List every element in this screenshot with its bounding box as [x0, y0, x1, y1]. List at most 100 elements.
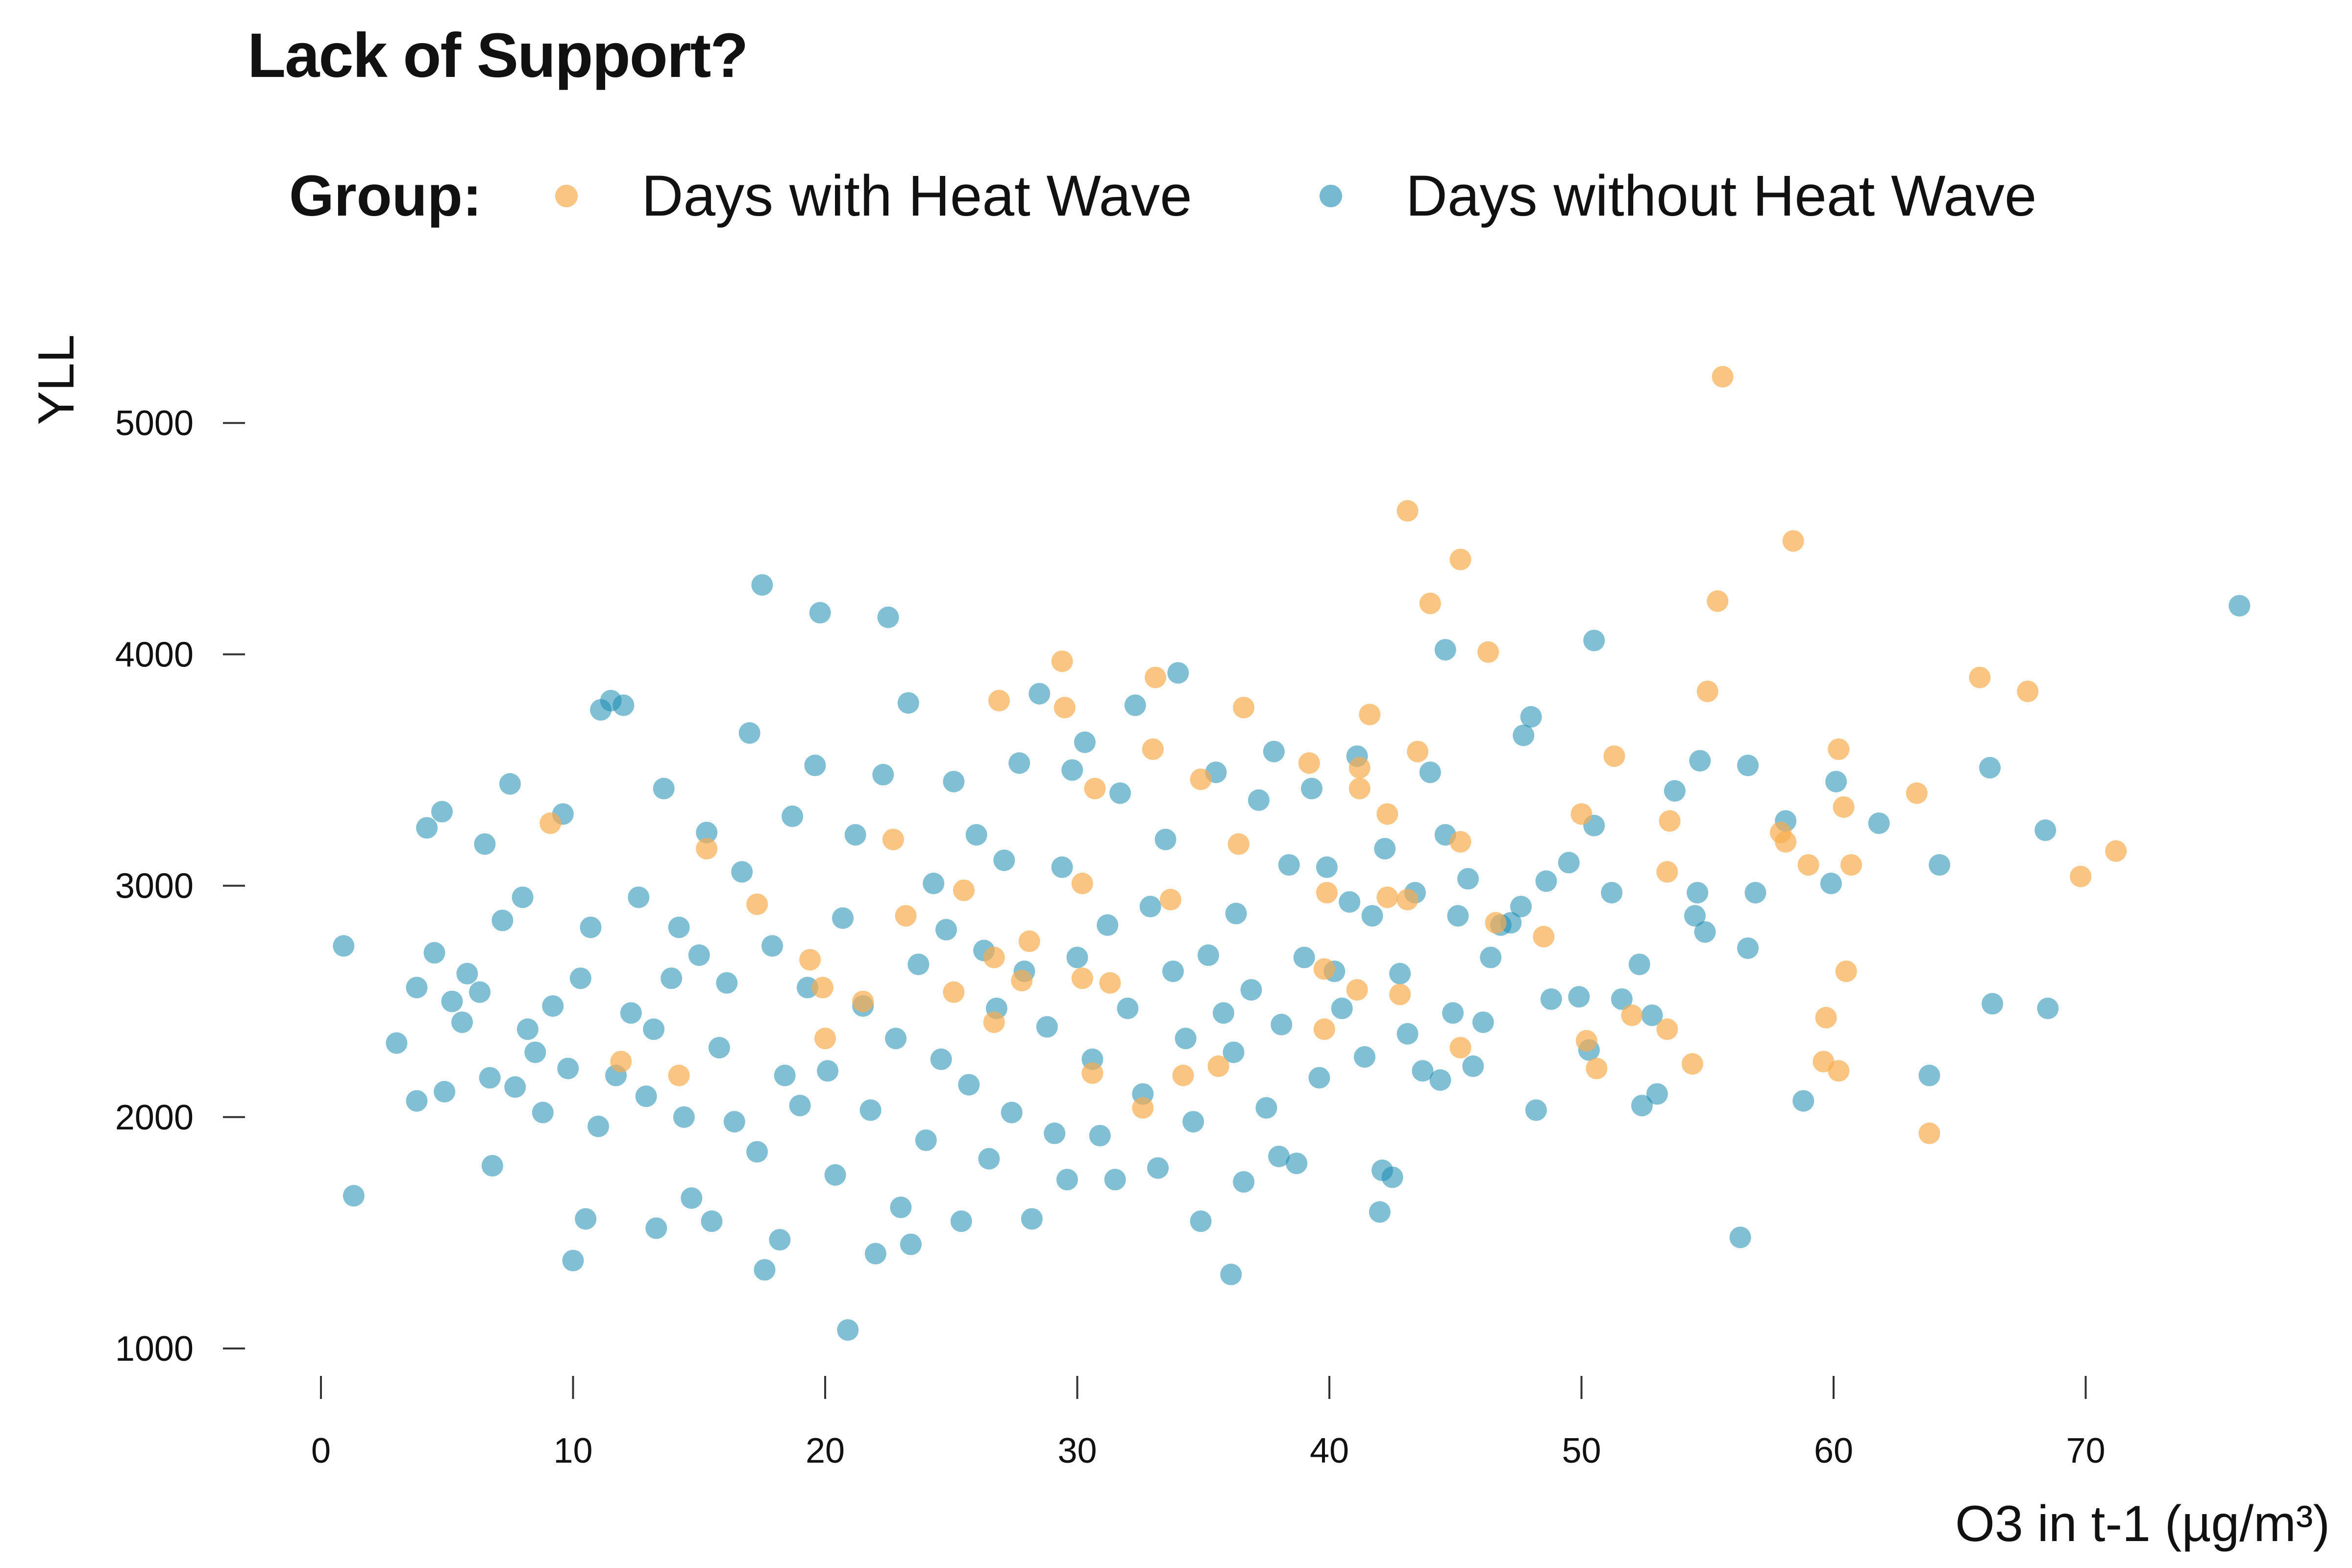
data-point — [930, 1048, 952, 1070]
data-point — [1190, 768, 1212, 790]
data-point — [1533, 926, 1555, 948]
data-point — [1389, 963, 1411, 984]
data-point — [1575, 1030, 1597, 1052]
data-point — [708, 1037, 730, 1059]
data-point — [864, 1243, 886, 1265]
data-point — [1132, 1097, 1154, 1119]
data-point — [1457, 868, 1479, 890]
data-point — [539, 812, 562, 834]
data-point — [1167, 662, 1189, 684]
data-point — [696, 838, 718, 859]
data-point — [814, 1028, 836, 1050]
data-point — [620, 1002, 642, 1024]
data-point — [811, 977, 833, 999]
data-point — [1286, 1152, 1308, 1175]
data-point — [1223, 1041, 1245, 1063]
data-point — [1359, 704, 1381, 726]
data-point — [569, 967, 591, 989]
data-point — [1449, 548, 1471, 570]
data-point — [900, 1233, 922, 1255]
data-point — [1396, 500, 1419, 522]
data-point — [1535, 870, 1557, 892]
data-point — [681, 1187, 703, 1209]
data-point — [1021, 1208, 1043, 1230]
data-point — [882, 829, 904, 851]
data-point — [799, 949, 821, 971]
legend-label-no-heat-wave: Days without Heat Wave — [1405, 164, 2037, 228]
data-point — [774, 1064, 796, 1086]
data-point — [1159, 888, 1181, 910]
data-point — [738, 722, 760, 744]
data-point — [1011, 970, 1033, 992]
data-point — [1348, 778, 1371, 800]
legend-title: Group: — [289, 164, 482, 228]
data-point — [824, 1164, 846, 1186]
data-point — [1036, 1016, 1058, 1038]
legend-item-no-heat-wave[interactable]: Days without Heat Wave — [1319, 163, 2037, 229]
x-tick-label: 20 — [806, 1431, 845, 1470]
data-point — [1656, 861, 1678, 883]
data-point — [1278, 854, 1300, 876]
data-point — [804, 755, 826, 777]
data-point — [1071, 967, 1093, 989]
data-point — [1198, 944, 1219, 966]
data-point — [1172, 1064, 1194, 1086]
data-point — [661, 967, 683, 989]
x-tick-label: 0 — [311, 1431, 331, 1470]
data-point — [1313, 958, 1335, 980]
data-point — [696, 822, 718, 843]
data-point — [1248, 789, 1270, 811]
data-point — [1737, 755, 1759, 777]
data-point — [1084, 778, 1106, 800]
data-point — [628, 886, 650, 908]
data-point — [1621, 1004, 1643, 1026]
data-point — [915, 1129, 937, 1151]
data-point — [516, 1018, 539, 1040]
data-point — [406, 977, 428, 999]
data-point — [1929, 854, 1951, 876]
data-point — [1969, 666, 1991, 688]
data-point — [1583, 630, 1605, 652]
legend-item-heat-wave[interactable]: Days with Heat Wave — [555, 163, 1192, 229]
data-point — [1449, 1037, 1471, 1059]
data-point — [1815, 1006, 1837, 1029]
data-point — [1268, 1146, 1290, 1168]
data-point — [761, 935, 783, 957]
y-axis: 1000 2000 3000 4000 5000 — [115, 404, 245, 1369]
data-point — [943, 771, 965, 793]
data-point — [588, 1115, 609, 1137]
data-point — [1656, 1018, 1678, 1040]
data-point — [1611, 988, 1633, 1010]
data-point — [612, 694, 635, 716]
data-point — [1099, 972, 1121, 994]
data-point — [1477, 641, 1499, 663]
data-point — [1462, 1055, 1484, 1077]
data-point — [557, 1057, 579, 1079]
y-tick-label: 5000 — [115, 404, 194, 443]
data-point — [1568, 986, 1590, 1008]
data-point — [1316, 856, 1338, 878]
data-point — [1525, 1099, 1547, 1121]
data-point — [1628, 954, 1650, 976]
data-point — [1820, 872, 1842, 894]
data-point — [789, 1095, 811, 1117]
data-point — [832, 907, 854, 929]
data-point — [701, 1210, 723, 1232]
data-point — [1008, 752, 1030, 774]
data-point — [1729, 1226, 1751, 1249]
data-point — [524, 1041, 546, 1063]
data-point — [1835, 960, 1857, 982]
data-point — [532, 1102, 554, 1124]
data-point — [958, 1074, 980, 1096]
data-point — [852, 990, 874, 1012]
data-point — [978, 1148, 1000, 1170]
data-point — [1442, 1002, 1464, 1024]
data-point — [2017, 681, 2039, 702]
data-point — [885, 1028, 907, 1050]
data-point — [988, 689, 1010, 711]
data-point — [1061, 759, 1083, 781]
data-point — [1147, 1157, 1169, 1179]
data-point — [923, 872, 945, 894]
y-tick-label: 2000 — [115, 1098, 194, 1137]
data-point — [1097, 914, 1119, 936]
